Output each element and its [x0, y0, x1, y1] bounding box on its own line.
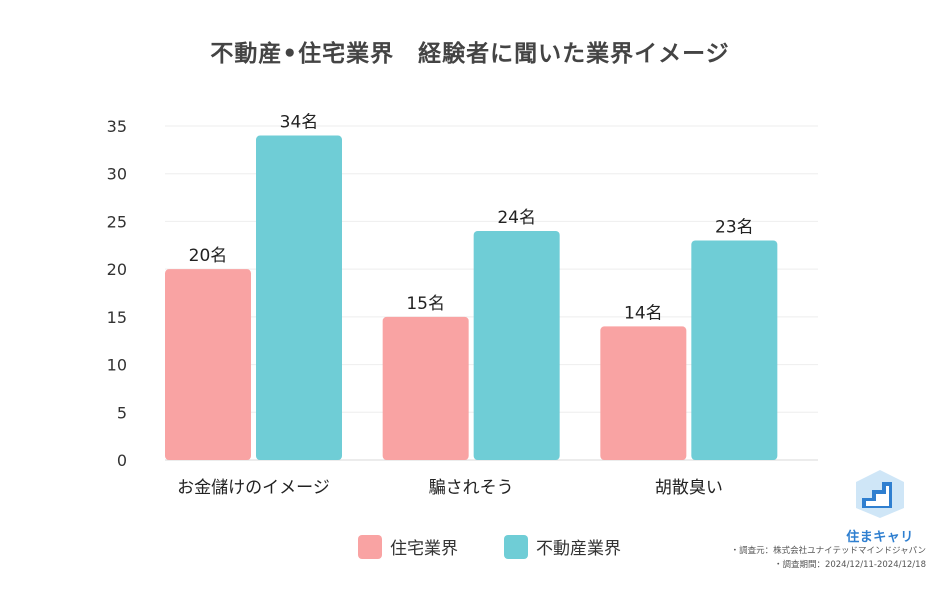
category-label: 騙されそう	[429, 478, 514, 498]
legend-label-housing: 住宅業界	[390, 539, 458, 559]
legend-swatch-housing	[358, 534, 382, 559]
chart-title: 不動産•住宅業界 経験者に聞いた業界イメージ	[210, 41, 730, 67]
category-label: 胡散臭い	[655, 478, 723, 498]
legend-item-housing: 住宅業界	[358, 534, 458, 559]
brand-logo: 住まキャリ	[846, 468, 914, 545]
stairs-logo-icon	[856, 470, 904, 518]
data-label: 15名	[406, 294, 445, 314]
data-label: 24名	[497, 208, 536, 228]
y-tick-label: 20	[107, 260, 127, 279]
bar	[382, 316, 469, 460]
y-tick-label: 5	[117, 403, 127, 422]
logo-text: 住まキャリ	[846, 530, 914, 545]
y-tick-label: 15	[107, 308, 127, 327]
category-label: お金儲けのイメージ	[177, 478, 330, 498]
y-tick-label: 0	[117, 451, 127, 470]
bar	[256, 135, 342, 461]
bar	[691, 240, 778, 460]
y-tick-label: 10	[107, 356, 127, 375]
y-tick-label: 30	[107, 165, 127, 184]
source-line-organization: ・調査元：株式会社ユナイテッドマインドジャパン	[730, 546, 926, 556]
source-note: ・調査元：株式会社ユナイテッドマインドジャパン ・調査期間：2024/12/11…	[731, 544, 926, 572]
legend-swatch-real-estate	[504, 534, 528, 559]
data-label: 23名	[715, 218, 754, 238]
source-line-period: ・調査期間：2024/12/11-2024/12/18	[773, 560, 926, 570]
legend-item-real-estate: 不動産業界	[504, 534, 621, 559]
bar	[600, 326, 687, 460]
legend-label-real-estate: 不動産業界	[536, 539, 621, 559]
y-tick-label: 35	[107, 117, 127, 136]
legend: 住宅業界 不動産業界	[358, 534, 667, 559]
data-label: 34名	[280, 113, 319, 133]
data-label: 14名	[624, 303, 663, 323]
y-tick-label: 25	[107, 212, 127, 231]
bar	[473, 230, 560, 460]
bar	[165, 269, 251, 460]
data-label: 20名	[189, 246, 228, 266]
